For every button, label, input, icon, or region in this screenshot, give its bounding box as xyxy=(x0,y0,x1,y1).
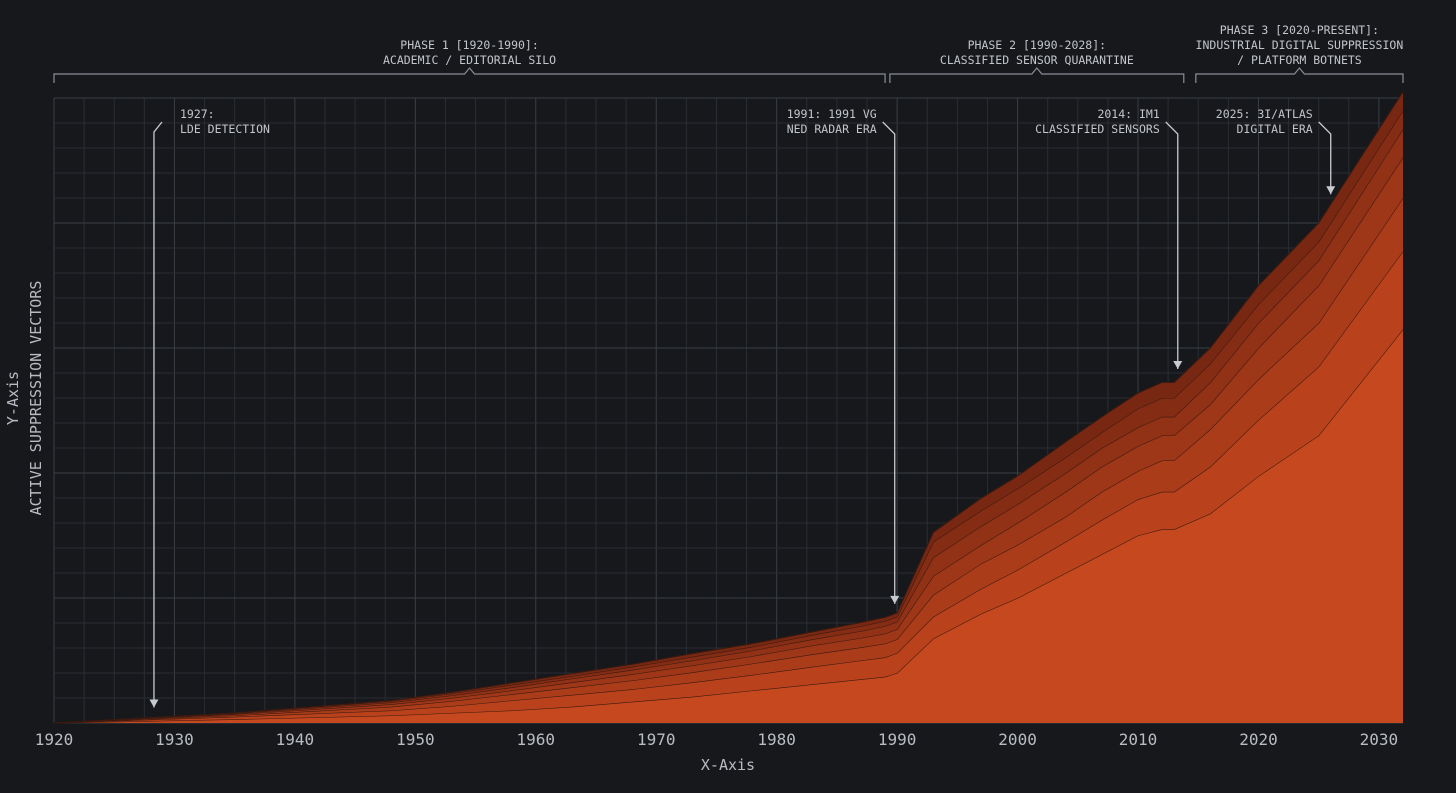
annotation-arrowhead-2 xyxy=(890,595,900,604)
x-tick-label: 2010 xyxy=(1119,730,1158,749)
phase-label-1-line-2: ACADEMIC / EDITORIAL SILO xyxy=(383,53,556,67)
x-tick-label: 1990 xyxy=(878,730,917,749)
area-layer-1 xyxy=(54,329,1403,723)
annotation-1-line-1: 1927: xyxy=(180,107,215,121)
annotation-3-line-2: CLASSIFIED SENSORS xyxy=(1035,122,1160,136)
x-tick-label: 1940 xyxy=(276,730,315,749)
annotation-2-line-1: 1991: 1991 VG xyxy=(787,107,877,121)
phase-label-2-line-1: PHASE 2 [1990-2028]: xyxy=(968,38,1106,52)
annotation-arrowhead-1 xyxy=(149,699,159,708)
phase-label-3-line-1: PHASE 3 [2020-PRESENT]: xyxy=(1220,23,1379,37)
y-axis-label-group: Y-Axis ACTIVE SUPPRESSION VECTORS xyxy=(4,281,45,516)
area-layer-7 xyxy=(54,91,1403,724)
phase-label-3-line-2: INDUSTRIAL DIGITAL SUPPRESSION xyxy=(1196,38,1404,52)
phase-bracket-2 xyxy=(889,67,1185,83)
y-axis-label: Y-Axis xyxy=(4,371,22,425)
phase-brackets: PHASE 1 [1920-1990]:ACADEMIC / EDITORIAL… xyxy=(53,23,1404,83)
annotation-4-line-2: DIGITAL ERA xyxy=(1237,122,1313,136)
y-axis-sublabel: ACTIVE SUPPRESSION VECTORS xyxy=(27,281,45,516)
x-tick-labels: 1920 1930 1940 1950 1960 1970 1980 1990 2000 2010… xyxy=(35,730,1398,749)
annotation-4-line-1: 2025: 3I/ATLAS xyxy=(1216,107,1313,121)
phase-label-3-line-3: / PLATFORM BOTNETS xyxy=(1237,53,1362,67)
x-tick-label: 1930 xyxy=(155,730,194,749)
x-tick-label: 2020 xyxy=(1239,730,1278,749)
x-tick-label: 1920 xyxy=(35,730,74,749)
annotation-3-line-1: 2014: IM1 xyxy=(1097,107,1159,121)
annotation-arrow-2 xyxy=(882,121,896,604)
x-axis-label: X-Axis xyxy=(701,756,755,774)
phase-bracket-3 xyxy=(1195,67,1404,83)
annotation-arrowhead-4 xyxy=(1326,186,1336,195)
x-tick-label: 2000 xyxy=(998,730,1037,749)
phase-label-1-line-1: PHASE 1 [1920-1990]: xyxy=(400,38,538,52)
x-tick-label: 1970 xyxy=(637,730,676,749)
area-layer-6 xyxy=(54,110,1403,723)
annotation-arrow-4 xyxy=(1318,121,1332,195)
phase-label-2-line-2: CLASSIFIED SENSOR QUARANTINE xyxy=(940,53,1134,67)
x-tick-label: 1980 xyxy=(757,730,796,749)
annotation-2-line-2: NED RADAR ERA xyxy=(787,122,877,136)
x-tick-label: 1950 xyxy=(396,730,435,749)
area-boundary-7 xyxy=(53,91,1404,724)
annotation-arrowhead-3 xyxy=(1173,360,1183,369)
annotation-1-line-2: LDE DETECTION xyxy=(180,122,270,136)
phase-bracket-1 xyxy=(53,67,886,83)
x-tick-label: 1960 xyxy=(517,730,556,749)
annotation-arrow-1 xyxy=(153,121,163,708)
x-tick-label: 2030 xyxy=(1360,730,1399,749)
annotation-arrow-3 xyxy=(1165,121,1179,369)
stacked-areas xyxy=(53,91,1404,724)
